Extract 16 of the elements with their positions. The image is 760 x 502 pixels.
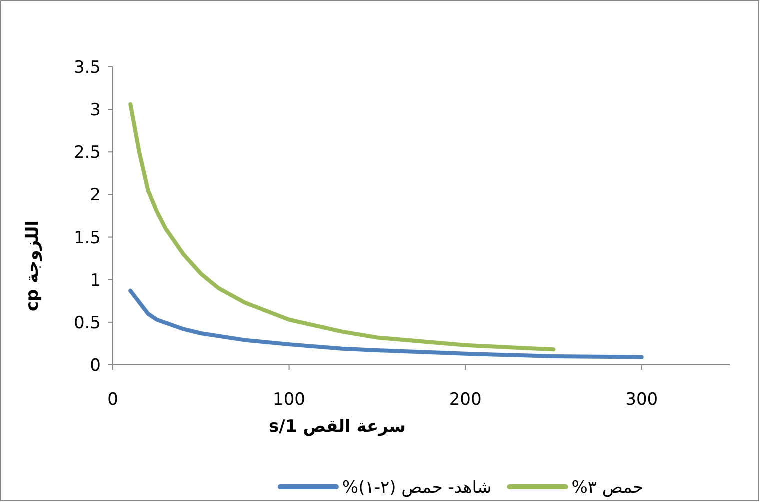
x-axis-title: سرعة القص 1/s [269, 417, 406, 437]
x-tick-label: 0 [108, 390, 118, 410]
y-tick-label: 3 [90, 100, 101, 121]
y-tick-label: 2 [90, 186, 101, 206]
legend-label: شاهد- حمص (٢-١)% [342, 478, 492, 498]
y-tick-label: 3.5 [74, 58, 101, 78]
y-axis-title: اللزوجة cp [23, 220, 43, 312]
y-tick-label: 1 [90, 270, 101, 291]
x-tick-label: 200 [449, 390, 482, 410]
y-tick-label: 0 [90, 356, 101, 376]
x-tick-label: 100 [273, 390, 306, 410]
y-tick-label: 1.5 [74, 228, 101, 248]
x-tick-label: 300 [626, 390, 658, 410]
legend-label: حمص ٣% [572, 478, 644, 498]
y-tick-label: 0.5 [74, 313, 101, 334]
y-tick-label: 2.5 [74, 143, 101, 164]
